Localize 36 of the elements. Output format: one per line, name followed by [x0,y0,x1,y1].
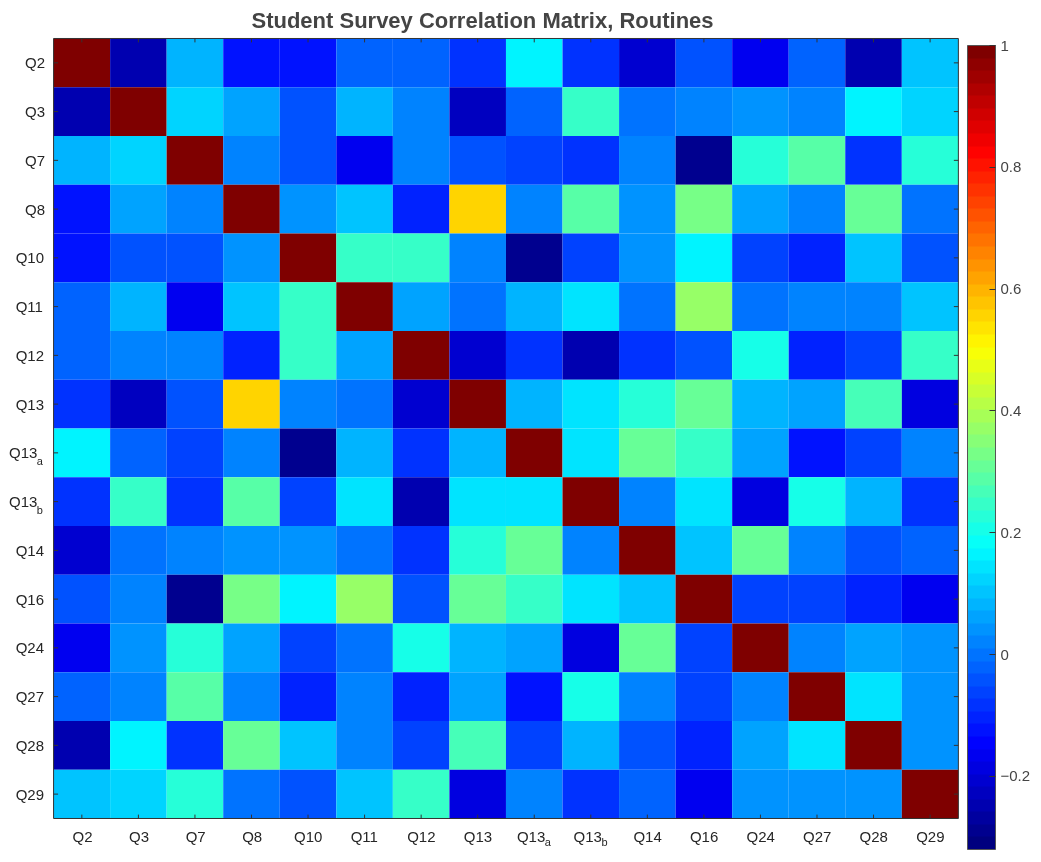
y-tick-label: Q10 [15,249,45,267]
y-tick-label: Q13 [15,395,45,413]
color-bar-label: −0.2 [1000,767,1031,785]
x-tick-label: Q24 [746,828,775,846]
y-tick-label: Q11 [15,298,43,316]
x-tick-label: Q14 [633,828,662,846]
x-tick-label: Q2 [72,828,93,846]
x-tick-label: Q13 [463,828,493,846]
y-tick-label: Q14 [15,541,45,559]
x-tick-label: Q12 [407,828,436,846]
x-tick-label: Q8 [242,828,263,846]
color-bar-label: 1 [1000,36,1009,54]
color-bar-label: 0.6 [1000,280,1022,298]
chart-title: Student Survey Correlation Matrix, Routines [251,7,714,33]
x-tick-label: Q7 [185,828,206,846]
y-tick-label: Q24 [15,639,45,657]
y-tick-label: Q8 [24,200,45,218]
y-tick-label: Q3 [24,103,45,121]
x-tick-label: Q27 [803,828,832,846]
x-tick-label: Q29 [916,828,945,846]
x-tick-label: Q28 [859,828,888,846]
y-tick-label: Q27 [15,688,45,706]
x-tick-label: Q11 [350,828,378,846]
color-bar-label: 0.8 [1000,158,1022,176]
y-tick-label: Q28 [15,736,45,754]
y-tick-label: Q12 [15,346,45,364]
y-tick-label: Q7 [24,151,45,169]
color-bar-label: 0.2 [1000,523,1022,541]
x-tick-label: Q16 [689,828,719,846]
y-tick-label: Q2 [24,54,45,72]
x-tick-label: Q3 [129,828,150,846]
x-tick-label: Q10 [294,828,323,846]
color-bar-label: 0.4 [1000,401,1022,419]
y-tick-label: Q16 [15,590,45,608]
y-tick-label: Q29 [15,785,45,803]
color-bar-label: 0 [1000,645,1009,663]
